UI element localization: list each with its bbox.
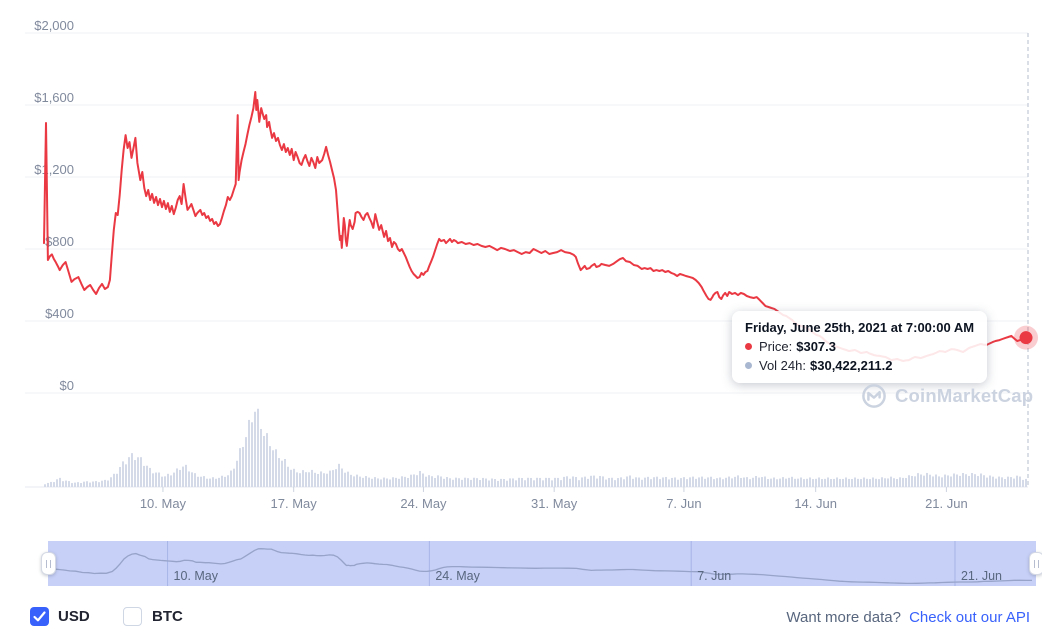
tooltip-volume-label: Vol 24h: bbox=[759, 358, 806, 373]
volume-bullet-icon bbox=[745, 362, 752, 369]
navigator-left-handle[interactable] bbox=[41, 552, 56, 575]
api-link[interactable]: Check out our API bbox=[909, 609, 1030, 626]
api-prompt: Want more data? bbox=[786, 609, 901, 626]
x-axis-label: 17. May bbox=[270, 496, 317, 511]
navigator-right-handle[interactable] bbox=[1029, 552, 1042, 575]
y-axis-label: $0 bbox=[59, 378, 74, 393]
y-axis-label: $2,000 bbox=[34, 18, 74, 33]
price-bullet-icon bbox=[745, 343, 752, 350]
x-axis-label: 14. Jun bbox=[794, 496, 837, 511]
tooltip-volume-value: $30,422,211.2 bbox=[810, 358, 893, 373]
y-axis-label: $800 bbox=[45, 234, 74, 249]
x-axis-label: 7. Jun bbox=[666, 496, 702, 511]
tooltip-date: Friday, June 25th, 2021 at 7:00:00 AM bbox=[745, 320, 975, 335]
y-axis-label: $400 bbox=[45, 306, 74, 321]
api-callout: Want more data? Check out our API bbox=[786, 609, 1030, 627]
checkmark-icon bbox=[33, 611, 46, 622]
x-axis-label: 10. May bbox=[139, 496, 187, 511]
y-axis-label: $1,200 bbox=[34, 162, 74, 177]
usd-checkbox[interactable] bbox=[30, 607, 49, 626]
y-axis-label: $1,600 bbox=[34, 90, 74, 105]
tooltip-price-value: $307.3 bbox=[796, 339, 836, 354]
x-axis-label: 21. Jun bbox=[925, 496, 968, 511]
btc-checkbox[interactable] bbox=[123, 607, 142, 626]
tooltip-price-row: Price: $307.3 bbox=[745, 339, 974, 354]
tooltip-volume-row: Vol 24h: $30,422,211.2 bbox=[745, 358, 974, 373]
tooltip-price-label: Price: bbox=[759, 339, 793, 354]
x-axis-label: 31. May bbox=[531, 496, 578, 511]
x-axis-label: 24. May bbox=[400, 496, 447, 511]
price-tooltip: Friday, June 25th, 2021 at 7:00:00 AM Pr… bbox=[732, 311, 988, 383]
